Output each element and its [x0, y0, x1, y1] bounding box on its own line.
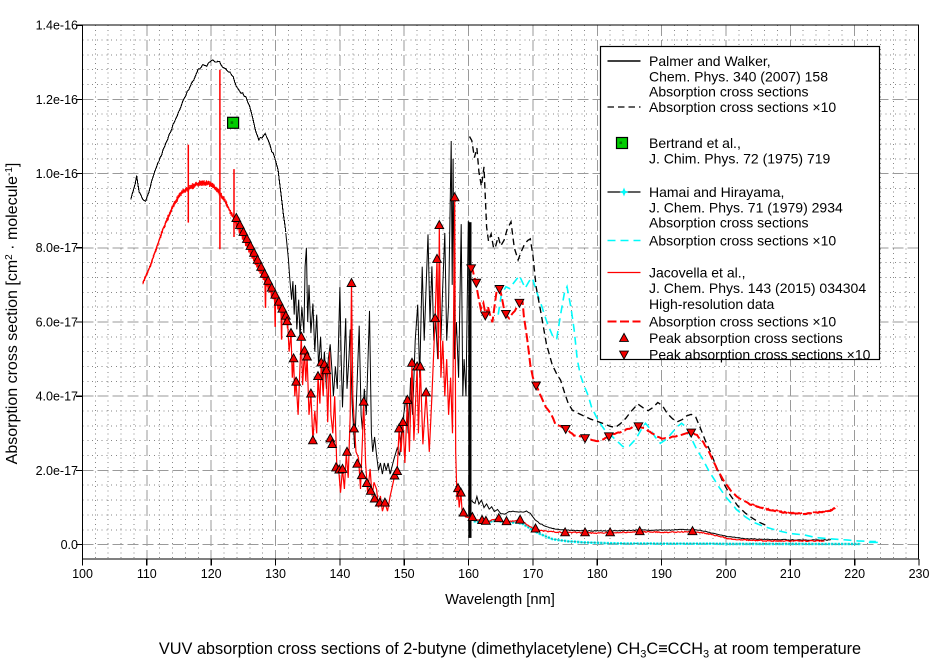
svg-text:150: 150 [394, 567, 415, 581]
svg-text:220: 220 [844, 567, 865, 581]
svg-text:8.0e-17: 8.0e-17 [36, 241, 78, 255]
svg-text:Absorption cross sections ×10: Absorption cross sections ×10 [649, 313, 836, 329]
svg-text:110: 110 [137, 567, 157, 581]
svg-text:Absorption cross sections: Absorption cross sections [649, 83, 809, 99]
svg-text:130: 130 [265, 567, 286, 581]
svg-text:Bertrand et al.,: Bertrand et al., [649, 135, 741, 151]
svg-text:230: 230 [909, 567, 930, 581]
svg-text:Chem. Phys. 340 (2007) 158: Chem. Phys. 340 (2007) 158 [649, 68, 828, 84]
svg-text:0.0: 0.0 [61, 538, 78, 552]
svg-text:4.0e-17: 4.0e-17 [36, 390, 78, 404]
svg-text:120: 120 [201, 567, 222, 581]
svg-text:High-resolution data: High-resolution data [649, 296, 775, 312]
svg-text:1.0e-16: 1.0e-16 [36, 167, 78, 181]
svg-text:Palmer and Walker,: Palmer and Walker, [649, 53, 771, 69]
svg-text:J. Chem. Phys. 71 (1979) 2934: J. Chem. Phys. 71 (1979) 2934 [649, 199, 843, 215]
svg-text:200: 200 [716, 567, 737, 581]
svg-text:160: 160 [458, 567, 479, 581]
svg-text:1.4e-16: 1.4e-16 [36, 19, 78, 33]
svg-text:190: 190 [651, 567, 672, 581]
svg-text:180: 180 [587, 567, 608, 581]
svg-text:Jacovella et al.,: Jacovella et al., [649, 264, 746, 280]
svg-text:Absorption cross sections ×10: Absorption cross sections ×10 [649, 99, 836, 115]
svg-text:6.0e-17: 6.0e-17 [36, 315, 78, 329]
svg-text:J. Chem. Phys. 143 (2015) 0343: J. Chem. Phys. 143 (2015) 034304 [649, 280, 866, 296]
svg-text:J. Chim. Phys. 72 (1975) 719: J. Chim. Phys. 72 (1975) 719 [649, 150, 831, 166]
svg-text:Absorption cross section [cm2: Absorption cross section [cm2 · molecule… [4, 163, 21, 465]
svg-text:100: 100 [72, 567, 93, 581]
svg-text:Wavelength [nm]: Wavelength [nm] [445, 592, 555, 608]
svg-text:170: 170 [522, 567, 543, 581]
svg-text:Peak absorption cross sections: Peak absorption cross sections ×10 [649, 346, 871, 362]
svg-text:Hamai and Hirayama,: Hamai and Hirayama, [649, 184, 784, 200]
svg-text:140: 140 [329, 567, 350, 581]
svg-text:210: 210 [780, 567, 801, 581]
svg-text:Absorption cross sections ×10: Absorption cross sections ×10 [649, 232, 836, 248]
svg-text:2.0e-17: 2.0e-17 [36, 464, 78, 478]
svg-text:Absorption cross sections: Absorption cross sections [649, 214, 809, 230]
svg-text:VUV absorption cross sections: VUV absorption cross sections of 2-butyn… [159, 640, 861, 661]
svg-text:Peak absorption cross sections: Peak absorption cross sections [649, 330, 843, 346]
svg-text:1.2e-16: 1.2e-16 [36, 93, 78, 107]
